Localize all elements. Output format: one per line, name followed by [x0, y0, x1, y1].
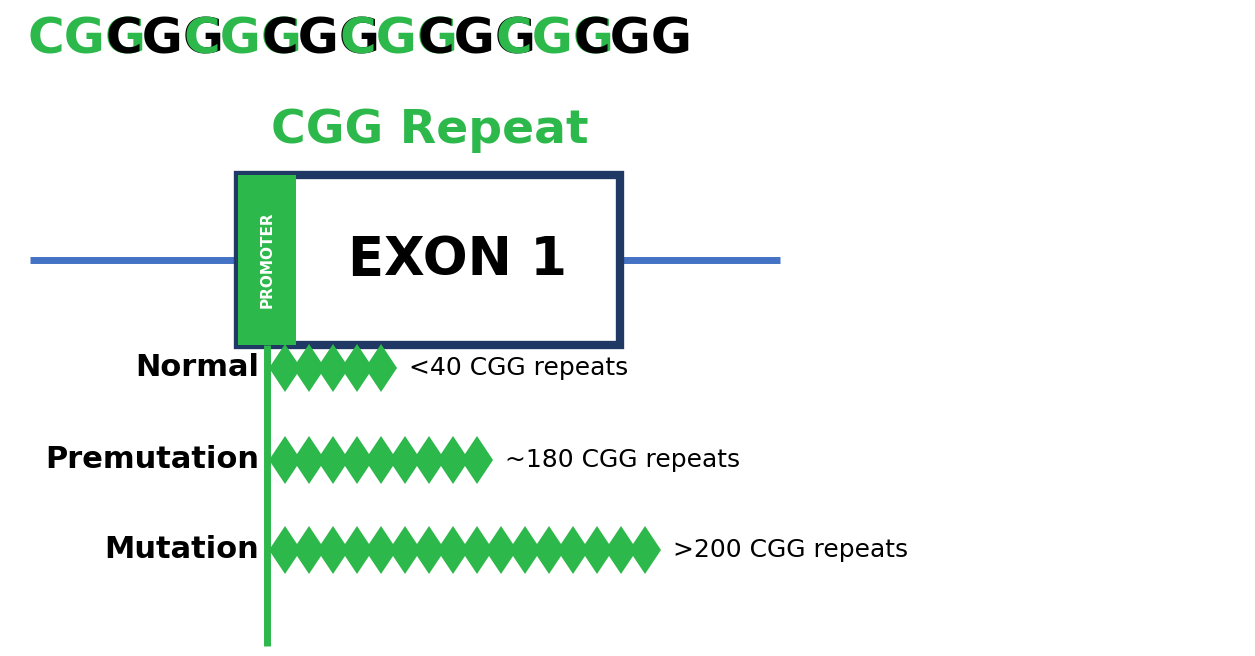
Polygon shape — [461, 526, 493, 574]
Text: PROMOTER: PROMOTER — [260, 212, 275, 308]
Text: ~180 CGG repeats: ~180 CGG repeats — [505, 448, 740, 472]
Polygon shape — [461, 436, 493, 484]
Text: CGG: CGG — [574, 15, 693, 63]
Polygon shape — [533, 526, 565, 574]
Text: CGG: CGG — [418, 15, 537, 63]
Polygon shape — [269, 436, 301, 484]
Polygon shape — [365, 436, 397, 484]
Polygon shape — [341, 344, 373, 392]
Polygon shape — [413, 436, 446, 484]
Text: CGG: CGG — [496, 15, 615, 63]
Text: CGG: CGG — [184, 15, 302, 63]
Polygon shape — [318, 526, 349, 574]
Text: Premutation: Premutation — [45, 445, 259, 474]
Polygon shape — [269, 344, 301, 392]
Text: CGG Repeat: CGG Repeat — [271, 108, 589, 153]
Polygon shape — [437, 526, 469, 574]
Polygon shape — [413, 526, 446, 574]
Polygon shape — [484, 526, 517, 574]
Polygon shape — [365, 526, 397, 574]
Bar — [238, 175, 296, 345]
Polygon shape — [292, 344, 325, 392]
Polygon shape — [365, 344, 397, 392]
Text: CGG: CGG — [340, 15, 459, 63]
Text: CGG: CGG — [262, 15, 382, 63]
Polygon shape — [605, 526, 638, 574]
Text: EXON 1: EXON 1 — [349, 234, 567, 286]
Polygon shape — [318, 436, 349, 484]
Polygon shape — [341, 436, 373, 484]
Text: CGG: CGG — [105, 15, 225, 63]
Polygon shape — [292, 436, 325, 484]
Polygon shape — [437, 436, 469, 484]
Text: <40 CGG repeats: <40 CGG repeats — [409, 356, 629, 380]
Text: Normal: Normal — [136, 354, 259, 382]
Polygon shape — [389, 526, 420, 574]
Polygon shape — [389, 436, 420, 484]
Polygon shape — [292, 526, 325, 574]
Text: CGG: CGG — [28, 15, 147, 63]
Bar — [238, 175, 620, 345]
Polygon shape — [341, 526, 373, 574]
Polygon shape — [269, 526, 301, 574]
Polygon shape — [318, 344, 349, 392]
Polygon shape — [557, 526, 589, 574]
Polygon shape — [510, 526, 541, 574]
Text: Mutation: Mutation — [104, 535, 259, 565]
Text: >200 CGG repeats: >200 CGG repeats — [673, 538, 909, 562]
Polygon shape — [629, 526, 661, 574]
Polygon shape — [581, 526, 612, 574]
